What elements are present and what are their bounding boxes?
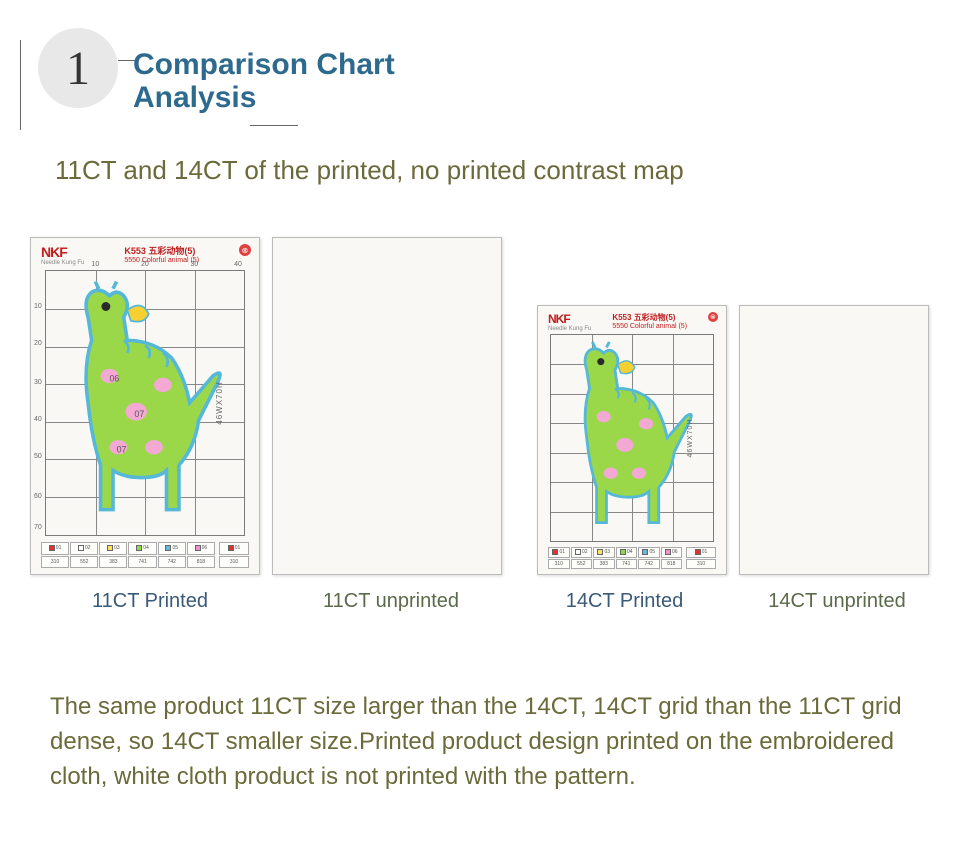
color-legend: 01 02 03 04 05 06 310 552 383 741 742 81… (41, 542, 249, 568)
brand-logo: NKF (41, 244, 67, 260)
pattern-grid: 06 07 07 46WX70H 10 20 30 40 10 20 30 40… (45, 270, 245, 536)
svg-text:07: 07 (116, 445, 126, 455)
brand-logo: NKF (548, 312, 570, 326)
panel-11ct-unprinted (272, 237, 502, 575)
title-line-1: Comparison Chart (133, 48, 395, 81)
color-legend: 01 02 03 04 05 06 310 552 383 741 742 81… (548, 547, 716, 569)
product-subtitle: 5550 Colorful animal (5) (124, 257, 199, 264)
legend-main: 01 02 03 04 05 06 310 552 383 741 742 81… (41, 542, 215, 568)
svg-text:06: 06 (109, 374, 119, 384)
subtitle-text: 11CT and 14CT of the printed, no printed… (55, 155, 684, 186)
panel-14ct-unprinted (739, 305, 929, 575)
product-subtitle: 5550 Colorful animal (5) (612, 323, 687, 330)
product-code: K553 五彩动物(5) (124, 246, 195, 256)
panel-header: NKF Needle Kung Fu K553 五彩动物(5) 5550 Col… (548, 312, 718, 332)
svg-text:07: 07 (134, 409, 144, 419)
product-title-block: K553 五彩动物(5) 5550 Colorful animal (5) (124, 244, 199, 264)
label-11ct-printed: 11CT Printed (30, 590, 270, 613)
brand-block: NKF Needle Kung Fu (41, 244, 84, 266)
header-section: 1 Comparison Chart Analysis (0, 0, 960, 130)
panel-11ct-printed: NKF Needle Kung Fu K553 五彩动物(5) 5550 Col… (30, 237, 260, 575)
badge-icon: ⊗ (239, 244, 251, 256)
brand-block: NKF Needle Kung Fu (548, 312, 591, 332)
section-number-badge: 1 (38, 28, 118, 108)
title-line-2: Analysis (133, 81, 395, 114)
badge-icon: ⊗ (708, 312, 718, 322)
panel-14ct-printed: NKF Needle Kung Fu K553 五彩动物(5) 5550 Col… (537, 305, 727, 575)
dimension-label: 46WX70H (687, 419, 694, 458)
section-title: Comparison Chart Analysis (133, 48, 395, 114)
labels-row: 11CT Printed 11CT unprinted 14CT Printed… (30, 590, 960, 613)
giraffe-pattern: 06 07 07 (56, 276, 234, 529)
label-14ct-unprinted: 14CT unprinted (737, 590, 937, 613)
label-14ct-printed: 14CT Printed (512, 590, 737, 613)
dimension-label: 46WX70H (215, 381, 224, 424)
legend-side: 01 310 (219, 542, 249, 568)
decor-line (20, 40, 21, 130)
label-11ct-unprinted: 11CT unprinted (270, 590, 512, 613)
decor-line (250, 125, 298, 126)
legend-main: 01 02 03 04 05 06 310 552 383 741 742 81… (548, 547, 682, 569)
comparison-row: NKF Needle Kung Fu K553 五彩动物(5) 5550 Col… (30, 215, 960, 575)
product-code: K553 五彩动物(5) (612, 313, 675, 322)
giraffe-pattern (559, 339, 705, 537)
brand-subtitle: Needle Kung Fu (548, 326, 591, 332)
product-title-block: K553 五彩动物(5) 5550 Colorful animal (5) (612, 312, 687, 330)
brand-subtitle: Needle Kung Fu (41, 260, 84, 266)
legend-side: 01 310 (686, 547, 716, 569)
section-number: 1 (66, 41, 90, 96)
pattern-grid: 46WX70H (550, 334, 714, 542)
description-text: The same product 11CT size larger than t… (50, 690, 930, 794)
